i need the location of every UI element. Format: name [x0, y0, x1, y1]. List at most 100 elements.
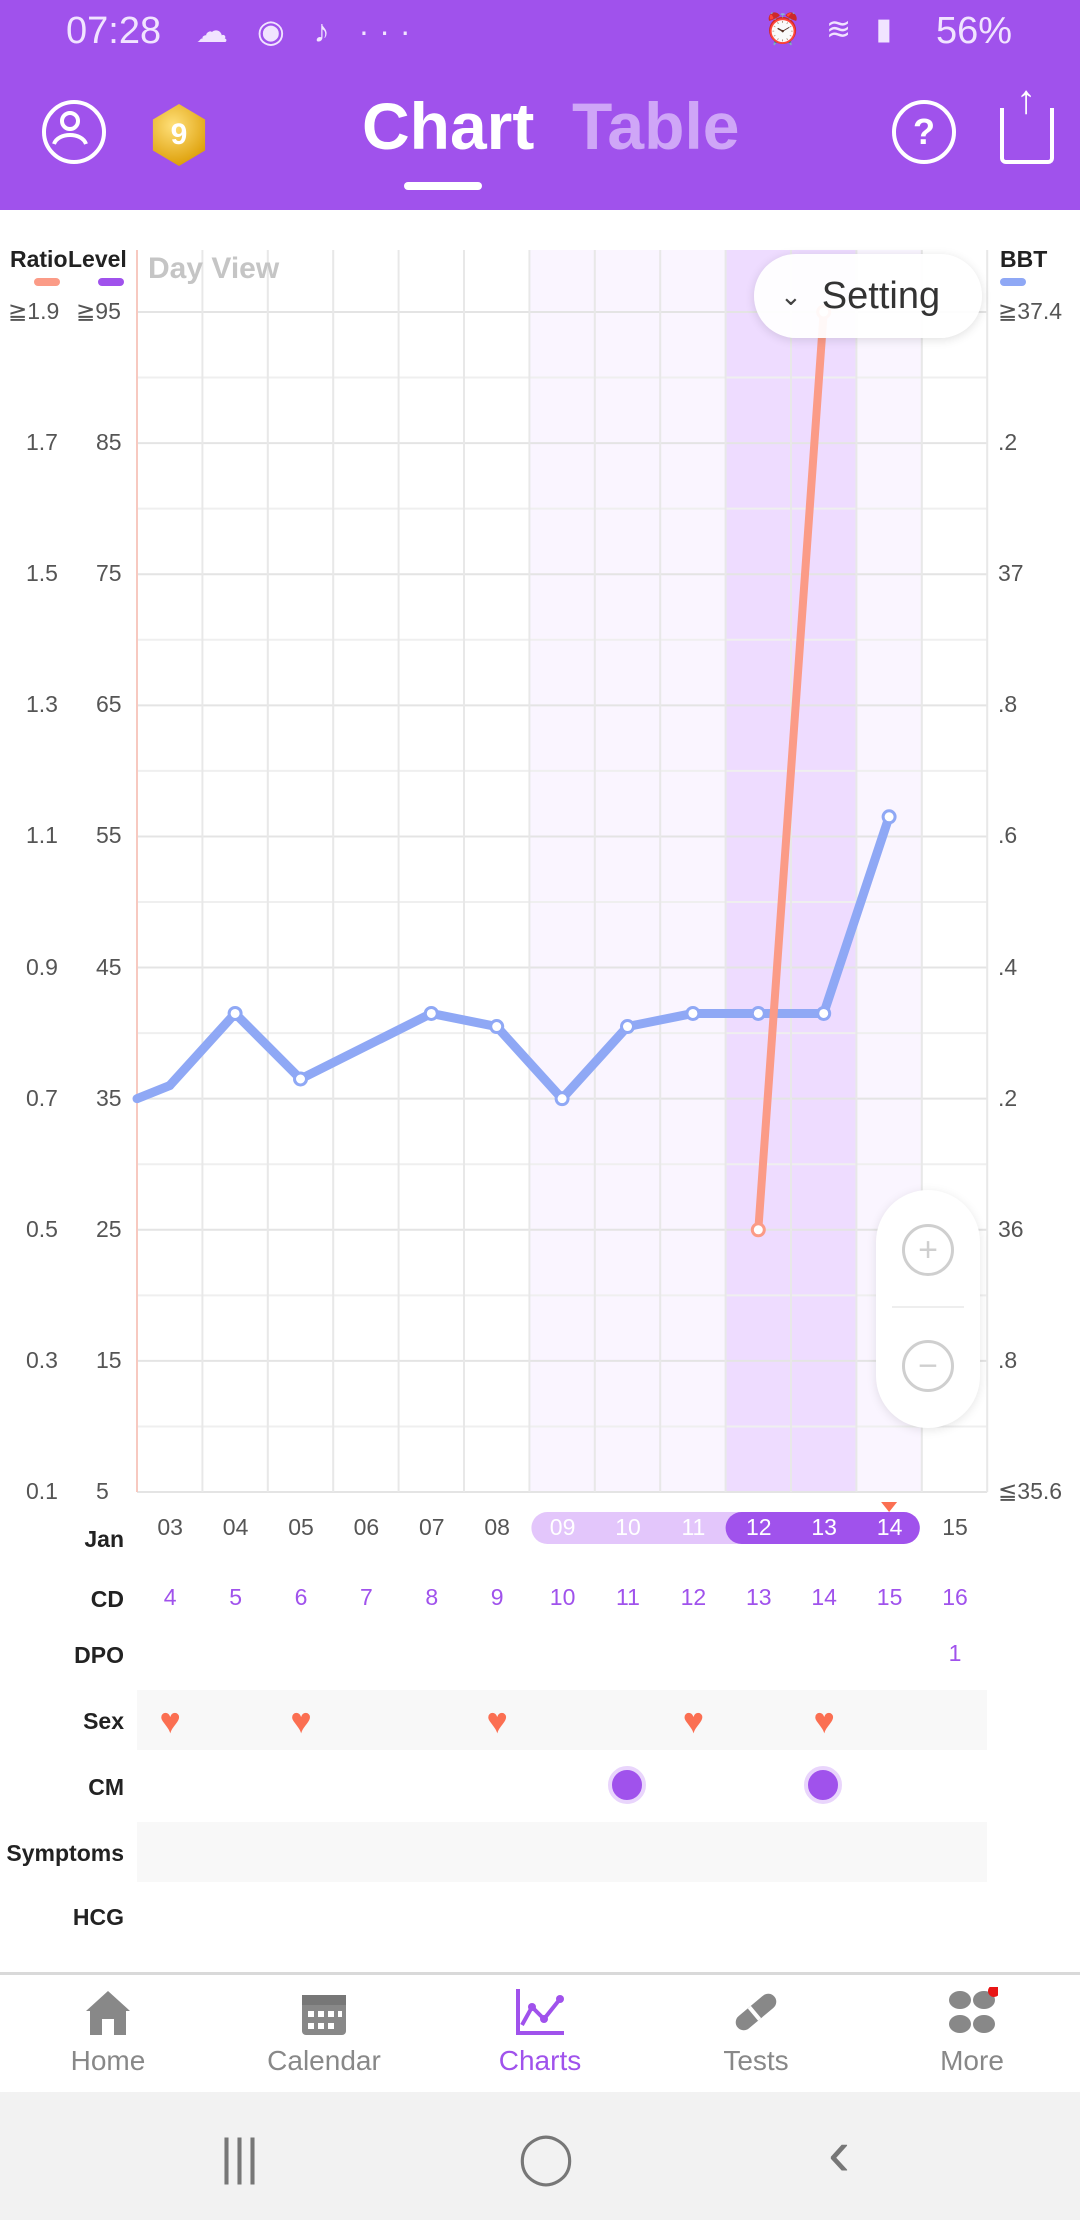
bbt-tick-label: .2	[998, 429, 1018, 456]
date-cell[interactable]: 14	[876, 1514, 903, 1540]
chart-area[interactable]: Ratio Level BBT Day View ≧1.9 ≧95 ≧37.4 1.7…	[0, 210, 1080, 1970]
bbt-tick-label: ≧37.4	[998, 298, 1063, 324]
bbt-legend-swatch	[1000, 278, 1026, 286]
cycle-day-cell[interactable]: 5	[229, 1584, 242, 1610]
cycle-day-cell[interactable]: 4	[163, 1584, 177, 1610]
level-badge-icon[interactable]: 9	[152, 104, 206, 166]
cycle-chart[interactable]	[0, 210, 1080, 1970]
bbt-tick-label: 37	[998, 560, 1024, 587]
today-marker	[881, 1502, 898, 1512]
nav-home[interactable]: Home	[0, 1975, 216, 2095]
setting-button[interactable]: ⌄ Setting	[754, 254, 982, 338]
share-arrow-glyph: ↑	[1016, 78, 1036, 122]
cycle-day-cell[interactable]: 8	[425, 1584, 439, 1610]
system-home-button[interactable]: ◯	[518, 2129, 574, 2185]
nav-charts[interactable]: Charts	[432, 1975, 648, 2095]
bbt-point	[423, 1005, 439, 1021]
level-tick-label: 15	[96, 1346, 122, 1373]
cervical-mucus-icon[interactable]	[607, 1766, 646, 1804]
share-icon[interactable]: ↑	[1000, 78, 1054, 164]
nav-more-label: More	[940, 2045, 1004, 2076]
battery-percent: 56%	[935, 10, 1012, 52]
zoom-control: + −	[876, 1190, 980, 1428]
date-cell[interactable]: 08	[484, 1514, 510, 1540]
tests-icon	[735, 1993, 777, 2031]
day-view-label: Day View	[148, 252, 280, 285]
cycle-day-cell[interactable]: 15	[876, 1584, 903, 1610]
bbt-line-segment	[165, 1008, 240, 1091]
bbt-tick-label: .2	[998, 1084, 1018, 1111]
date-cell[interactable]: 05	[288, 1514, 314, 1540]
cycle-day-cell[interactable]: 14	[811, 1584, 837, 1610]
heart-icon[interactable]: ♥	[159, 1700, 181, 1741]
nav-calendar[interactable]: Calendar	[216, 1975, 432, 2095]
system-navigation-bar: ||| ◯ ‹	[0, 2092, 1080, 2220]
profile-glyph	[52, 111, 88, 145]
level-tick-label: 35	[96, 1084, 122, 1111]
bbt-line-segment	[230, 1008, 305, 1084]
home-icon	[86, 1991, 130, 2035]
zoom-in-icon[interactable]: +	[902, 1224, 954, 1276]
charts-icon	[516, 1989, 564, 2035]
tab-chart[interactable]: Chart	[362, 89, 535, 163]
cycle-day-cell[interactable]: 16	[942, 1584, 968, 1610]
bbt-point	[293, 1071, 308, 1087]
system-back-button[interactable]: ‹	[828, 2115, 850, 2189]
ratio-tick-label: 0.3	[26, 1346, 58, 1373]
zoom-out-icon[interactable]: −	[902, 1340, 954, 1392]
tab-table[interactable]: Table	[572, 89, 740, 163]
help-icon[interactable]: ?	[892, 100, 956, 164]
date-cell[interactable]: 09	[549, 1514, 576, 1540]
cycle-day-cell[interactable]: 11	[616, 1584, 640, 1610]
bbt-line-segment	[557, 1022, 632, 1104]
date-cell[interactable]: 15	[942, 1514, 968, 1540]
date-cell[interactable]: 04	[222, 1514, 249, 1540]
calendar-icon	[302, 1995, 346, 2035]
dpo-cell[interactable]: 1	[948, 1640, 962, 1666]
cycle-day-cell[interactable]: 13	[746, 1584, 772, 1610]
date-cell[interactable]: 07	[419, 1514, 445, 1540]
nav-home-label: Home	[70, 2045, 146, 2076]
ratio-line-segment	[754, 308, 828, 1234]
heart-icon[interactable]: ♥	[290, 1700, 312, 1741]
bbt-line-segment	[296, 1008, 436, 1084]
ratio-tick-label: 0.9	[26, 953, 58, 980]
month-label: Jan	[84, 1526, 124, 1552]
ratio-tick-label: 1.7	[26, 429, 58, 456]
cycle-day-cell[interactable]: 9	[490, 1584, 504, 1610]
bbt-tick-label: 36	[998, 1215, 1024, 1242]
bbt-point	[489, 1019, 505, 1035]
date-cell[interactable]: 06	[353, 1514, 380, 1540]
sex-row-band	[137, 1690, 987, 1750]
ratio-tick-label: 1.3	[26, 691, 58, 718]
date-cell[interactable]: 10	[615, 1514, 641, 1540]
bbt-line-segment	[426, 1008, 502, 1032]
nav-tests[interactable]: Tests	[648, 1975, 864, 2095]
ratio-axis-title: Ratio	[10, 246, 68, 272]
cervical-mucus-icon[interactable]	[803, 1766, 842, 1804]
level-legend-swatch	[98, 278, 124, 286]
bbt-tick-label: .8	[998, 691, 1018, 718]
bbt-point	[620, 1019, 635, 1035]
nav-more[interactable]: More	[864, 1975, 1080, 2095]
recent-apps-button[interactable]: |||	[220, 2129, 259, 2185]
date-cell[interactable]: 13	[811, 1514, 837, 1540]
cycle-day-cell[interactable]: 10	[549, 1584, 576, 1610]
sex-row-label: Sex	[83, 1708, 124, 1734]
cycle-day-cell[interactable]: 6	[294, 1584, 308, 1610]
profile-icon[interactable]	[42, 100, 106, 164]
date-cell[interactable]: 11	[681, 1514, 706, 1540]
cycle-day-cell[interactable]: 12	[680, 1584, 707, 1610]
ratio-tick-label: 0.5	[26, 1215, 58, 1242]
level-tick-label: 85	[96, 429, 122, 456]
level-tick-label: ≧95	[76, 298, 121, 324]
date-cell[interactable]: 12	[746, 1514, 772, 1540]
heart-icon[interactable]: ♥	[682, 1700, 705, 1741]
cycle-day-cell[interactable]: 7	[359, 1584, 373, 1610]
notification-icons: ☁ ◉ ♪ ···	[196, 13, 421, 49]
date-cell[interactable]: 03	[157, 1514, 183, 1540]
heart-icon[interactable]: ♥	[813, 1700, 835, 1741]
heart-icon[interactable]: ♥	[486, 1700, 508, 1741]
bbt-point	[750, 1005, 766, 1021]
zoom-divider	[892, 1306, 964, 1308]
